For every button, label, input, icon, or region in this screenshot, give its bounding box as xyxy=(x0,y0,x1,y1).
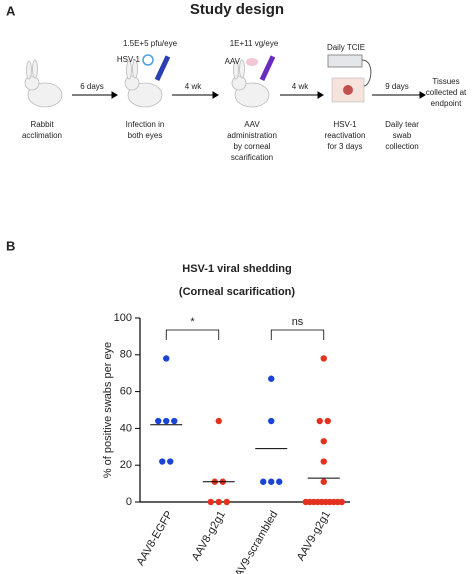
data-point xyxy=(268,478,275,485)
data-point xyxy=(167,458,174,465)
significance-bracket xyxy=(165,329,220,340)
y-tick-label: 20 xyxy=(120,459,132,471)
step-label: for 3 days xyxy=(327,142,362,151)
data-point xyxy=(159,458,166,465)
data-point xyxy=(268,375,275,382)
interval-label: 9 days xyxy=(385,82,409,91)
x-tick-label: AAV8-g2g1 xyxy=(190,509,228,563)
tcie-device xyxy=(327,54,372,103)
data-point xyxy=(163,355,170,362)
annotation: AAV xyxy=(225,57,241,66)
step-label: endpoint xyxy=(431,99,462,108)
annotation: HSV-1 xyxy=(117,55,141,64)
data-point xyxy=(268,417,275,425)
step-label: collection xyxy=(385,142,418,151)
data-point xyxy=(171,417,178,425)
panel-label: A xyxy=(6,3,16,18)
y-axis-label: % of positive swabs per eye xyxy=(102,342,114,478)
data-point xyxy=(320,355,327,362)
step-label: AAV xyxy=(244,120,260,129)
y-tick-label: 40 xyxy=(120,422,132,434)
data-point xyxy=(324,417,331,425)
step-label: collected at xyxy=(426,88,467,97)
step-label: scarification xyxy=(231,153,273,162)
data-point xyxy=(276,478,283,485)
y-tick-label: 60 xyxy=(120,386,132,398)
data-point xyxy=(338,498,345,506)
data-point xyxy=(320,478,327,485)
data-point xyxy=(223,498,230,506)
strip-chart: HSV-1 viral shedding (Corneal scarificati… xyxy=(102,263,350,574)
data-point xyxy=(316,417,323,425)
interval-label: 4 wk xyxy=(185,82,202,91)
interval-label: 6 days xyxy=(80,82,104,91)
rabbit-icons xyxy=(24,59,270,108)
data-point xyxy=(155,417,162,425)
data-point xyxy=(260,478,267,485)
step-label: Daily tear xyxy=(385,120,419,129)
annotation: Daily TCIE xyxy=(327,43,365,52)
step-label: Tissues xyxy=(432,77,459,86)
x-tick-label: AAV9-scrambled xyxy=(229,509,280,574)
annotation: 1E+11 vg/eye xyxy=(230,39,279,48)
step-label: both eyes xyxy=(128,131,163,140)
syringes xyxy=(142,54,276,82)
chart-title: HSV-1 viral shedding xyxy=(182,263,291,275)
step-label: HSV-1 xyxy=(333,120,357,129)
y-tick-label: 80 xyxy=(120,349,132,361)
step-label: administration xyxy=(227,131,277,140)
data-point xyxy=(163,417,170,425)
x-tick-label: AAV9-g2g1 xyxy=(295,509,333,563)
annotation: 1.5E+5 pfu/eye xyxy=(123,39,178,48)
panel-title: Study design xyxy=(190,1,284,18)
step-label: acclimation xyxy=(22,131,62,140)
data-point xyxy=(320,438,327,445)
data-point xyxy=(320,458,327,465)
chart-title: (Corneal scarification) xyxy=(179,286,295,298)
y-tick-label: 100 xyxy=(114,312,132,324)
timeline-arrows xyxy=(72,91,426,99)
interval-label: 4 wk xyxy=(292,82,309,91)
step-label: reactivation xyxy=(325,131,366,140)
y-tick-label: 0 xyxy=(126,496,132,508)
data-point xyxy=(207,498,214,506)
data-point xyxy=(215,417,222,425)
data-point xyxy=(215,498,222,506)
significance-bracket xyxy=(270,329,325,340)
significance-label: ns xyxy=(292,316,304,328)
significance-label: * xyxy=(190,316,195,328)
study-diagram xyxy=(24,54,426,108)
step-label: by corneal xyxy=(234,142,271,151)
step-label: Infection in xyxy=(126,120,165,129)
x-tick-label: AAV8-EGFP xyxy=(135,509,176,568)
panel-label: B xyxy=(6,238,15,253)
step-label: Rabbit xyxy=(30,120,54,129)
step-label: swab xyxy=(393,131,412,140)
